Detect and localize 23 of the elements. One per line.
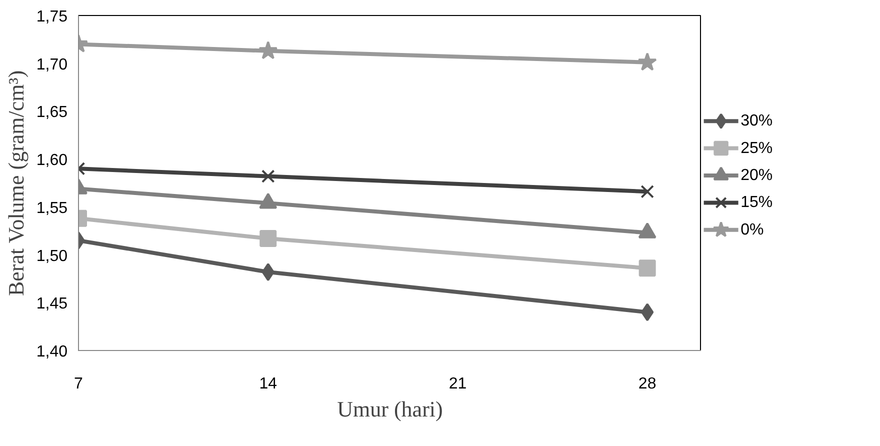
point	[640, 184, 654, 198]
legend-label: 25%	[740, 140, 773, 157]
y-tick-label: 1,50	[36, 248, 68, 265]
y-tick-label: 1,65	[36, 104, 68, 122]
x-tick-label: 7	[74, 376, 84, 392]
legend-label: 20%	[740, 167, 773, 184]
legend-label: 0%	[740, 221, 764, 238]
y-tick-label: 1,60	[36, 152, 68, 170]
point	[638, 52, 657, 71]
x-tick-label: 14	[259, 376, 278, 392]
x-tick-label: 21	[448, 376, 467, 392]
legend-label: 30%	[740, 112, 773, 130]
y-tick-label: 1,45	[36, 296, 68, 313]
point	[638, 260, 656, 277]
legend-label: 15%	[740, 194, 773, 212]
x-tick-label: 28	[638, 376, 656, 392]
point	[640, 303, 654, 322]
y-tick-label: 1,40	[36, 344, 68, 360]
x-axis-title: Umur (hari)	[337, 396, 443, 422]
y-axis-title: Berat Volume (gram/cm³)	[3, 70, 28, 296]
y-tick-label: 1,70	[36, 56, 68, 74]
y-tick-label: 1,55	[36, 200, 68, 217]
y-tick-label: 1,75	[36, 8, 68, 26]
